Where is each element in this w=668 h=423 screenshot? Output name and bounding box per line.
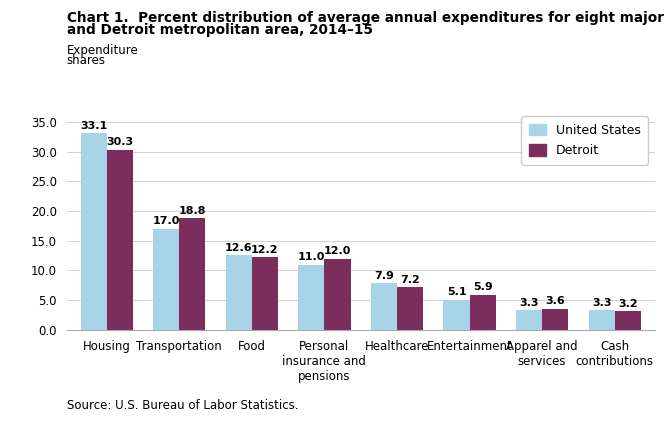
Text: 3.6: 3.6 — [545, 296, 565, 306]
Text: 18.8: 18.8 — [178, 206, 206, 216]
Bar — [252, 258, 278, 330]
Bar — [81, 133, 107, 330]
Text: shares: shares — [67, 54, 106, 67]
Text: Chart 1.  Percent distribution of average annual expenditures for eight major ca: Chart 1. Percent distribution of average… — [67, 11, 668, 25]
Bar — [470, 295, 496, 330]
Text: 5.9: 5.9 — [473, 283, 492, 292]
Text: 5.1: 5.1 — [447, 287, 466, 297]
Bar — [589, 310, 615, 330]
Text: Expenditure: Expenditure — [67, 44, 138, 58]
Bar — [107, 150, 133, 330]
Bar — [179, 218, 206, 330]
Bar — [615, 311, 641, 330]
Text: 17.0: 17.0 — [152, 217, 180, 226]
Bar — [226, 255, 252, 330]
Text: Source: U.S. Bureau of Labor Statistics.: Source: U.S. Bureau of Labor Statistics. — [67, 399, 299, 412]
Text: 12.2: 12.2 — [251, 245, 279, 255]
Legend: United States, Detroit: United States, Detroit — [521, 116, 649, 165]
Text: 3.3: 3.3 — [519, 298, 539, 308]
Bar — [325, 258, 351, 330]
Text: 30.3: 30.3 — [106, 137, 134, 148]
Bar — [542, 308, 568, 330]
Text: 12.6: 12.6 — [225, 243, 253, 253]
Bar — [397, 287, 423, 330]
Bar — [153, 229, 179, 330]
Text: and Detroit metropolitan area, 2014–15: and Detroit metropolitan area, 2014–15 — [67, 23, 373, 37]
Bar — [371, 283, 397, 330]
Bar — [299, 264, 325, 330]
Text: 7.9: 7.9 — [374, 271, 394, 280]
Text: 3.2: 3.2 — [618, 299, 637, 308]
Text: 7.2: 7.2 — [400, 275, 420, 285]
Bar — [516, 310, 542, 330]
Text: 11.0: 11.0 — [298, 252, 325, 262]
Text: 3.3: 3.3 — [592, 298, 611, 308]
Text: 33.1: 33.1 — [80, 121, 108, 131]
Text: 12.0: 12.0 — [324, 246, 351, 256]
Bar — [444, 299, 470, 330]
